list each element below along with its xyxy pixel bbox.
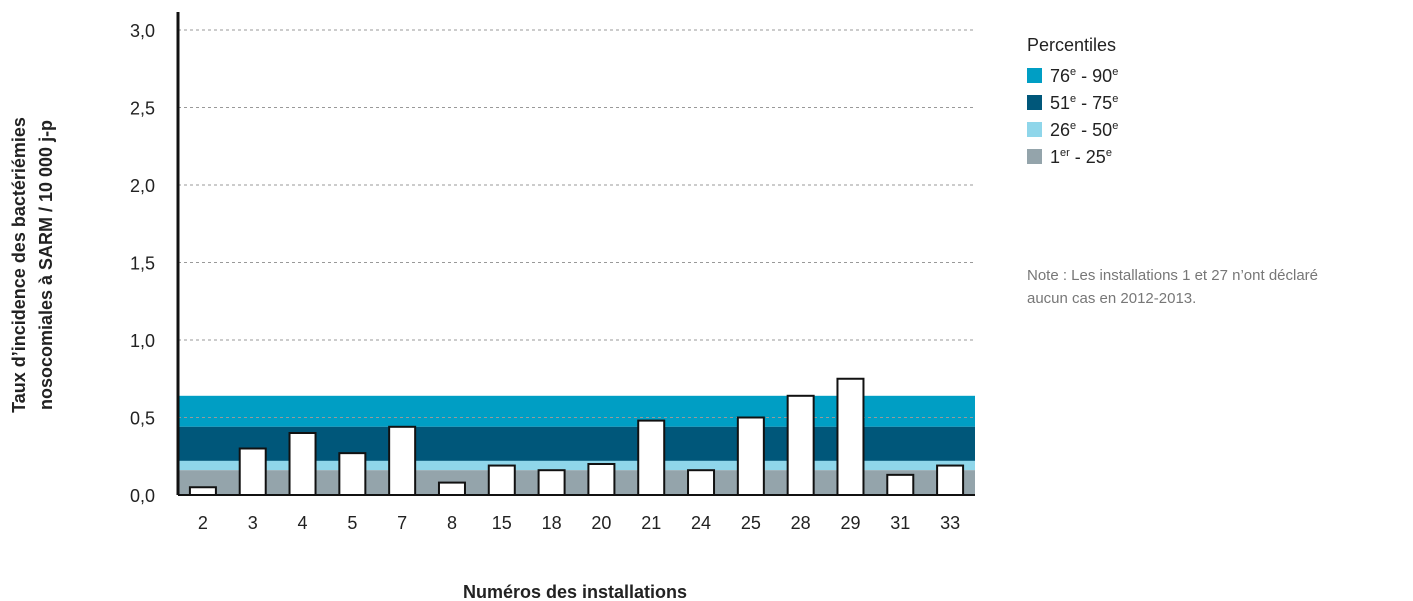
x-tick-label: 28 bbox=[791, 513, 811, 533]
bar bbox=[238, 447, 267, 496]
legend-label-part: e bbox=[1070, 120, 1076, 132]
legend-label-part: 76 bbox=[1050, 66, 1070, 86]
x-tick-label: 3 bbox=[248, 513, 258, 533]
legend-title: Percentiles bbox=[1027, 35, 1116, 55]
y-axis-title: nosocomiales à SARM / 10 000 j-p bbox=[36, 120, 56, 410]
legend-label: 76e - 90e bbox=[1050, 66, 1118, 86]
legend-label: 26e - 50e bbox=[1050, 120, 1118, 140]
x-tick-label: 2 bbox=[198, 513, 208, 533]
x-tick-label: 29 bbox=[840, 513, 860, 533]
x-tick-label: 33 bbox=[940, 513, 960, 533]
legend-label-part: - 90 bbox=[1076, 66, 1112, 86]
legend-label-part: e bbox=[1112, 93, 1118, 105]
legend-label-part: 26 bbox=[1050, 120, 1070, 140]
legend-label-part: 1 bbox=[1050, 147, 1060, 167]
bar bbox=[338, 452, 367, 496]
legend-label: 1er - 25e bbox=[1050, 147, 1112, 167]
x-tick-label: 20 bbox=[591, 513, 611, 533]
y-tick-label: 2,5 bbox=[130, 99, 155, 119]
x-tick-label: 31 bbox=[890, 513, 910, 533]
x-tick-label: 7 bbox=[397, 513, 407, 533]
x-tick-label: 15 bbox=[492, 513, 512, 533]
legend-label-part: e bbox=[1070, 66, 1076, 78]
bar bbox=[687, 469, 716, 497]
y-tick-label: 2,0 bbox=[130, 176, 155, 196]
percentile-band bbox=[178, 460, 975, 471]
legend-swatch bbox=[1027, 68, 1042, 83]
y-tick-label: 0,5 bbox=[130, 409, 155, 429]
legend-label: 51e - 75e bbox=[1050, 93, 1118, 113]
legend-swatch bbox=[1027, 95, 1042, 110]
legend-swatch bbox=[1027, 149, 1042, 164]
bar bbox=[188, 486, 217, 496]
legend-swatch bbox=[1027, 122, 1042, 137]
bar bbox=[288, 432, 317, 496]
x-tick-label: 5 bbox=[347, 513, 357, 533]
legend-label-part: 51 bbox=[1050, 93, 1070, 113]
bar bbox=[637, 419, 666, 497]
legend-label-part: e bbox=[1070, 93, 1076, 105]
bar bbox=[487, 464, 516, 496]
x-tick-label: 24 bbox=[691, 513, 711, 533]
note: aucun cas en 2012-2013. bbox=[1027, 290, 1196, 307]
bar bbox=[786, 394, 815, 496]
bar bbox=[437, 481, 466, 497]
x-tick-label: 18 bbox=[542, 513, 562, 533]
x-tick-label: 4 bbox=[298, 513, 308, 533]
x-tick-label: 8 bbox=[447, 513, 457, 533]
legend-label-part: e bbox=[1112, 120, 1118, 132]
legend-label-part: e bbox=[1112, 66, 1118, 78]
bar bbox=[736, 416, 765, 496]
y-tick-label: 3,0 bbox=[130, 21, 155, 41]
x-axis-title: Numéros des installations bbox=[463, 582, 687, 601]
bar bbox=[537, 469, 566, 497]
x-tick-label: 25 bbox=[741, 513, 761, 533]
legend-label-part: - 50 bbox=[1076, 120, 1112, 140]
x-tick-label: 21 bbox=[641, 513, 661, 533]
bar bbox=[886, 473, 915, 497]
legend-label-part: e bbox=[1106, 147, 1112, 159]
y-tick-label: 1,0 bbox=[130, 331, 155, 351]
y-tick-label: 0,0 bbox=[130, 486, 155, 506]
bar bbox=[936, 464, 965, 496]
legend-label-part: er bbox=[1060, 147, 1070, 159]
note: Note : Les installations 1 et 27 n’ont d… bbox=[1027, 267, 1318, 284]
bar bbox=[836, 377, 865, 496]
y-axis-title: Taux d’incidence des bactériémies bbox=[9, 117, 29, 413]
y-tick-label: 1,5 bbox=[130, 254, 155, 274]
legend-label-part: - 75 bbox=[1076, 93, 1112, 113]
legend-label-part: - 25 bbox=[1070, 147, 1106, 167]
bar bbox=[587, 463, 616, 496]
bar bbox=[388, 425, 417, 496]
